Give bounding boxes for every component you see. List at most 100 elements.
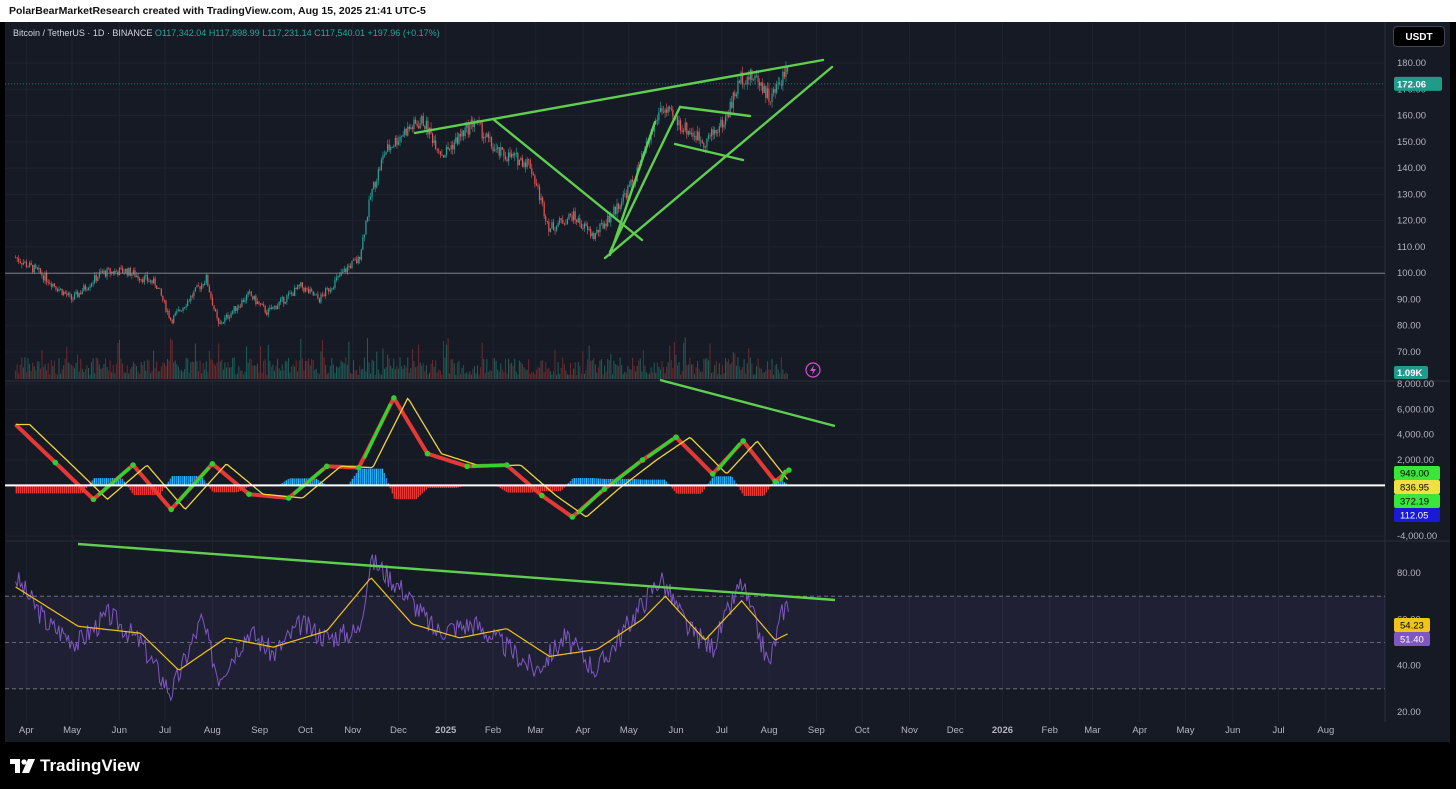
volume-bar	[700, 371, 702, 379]
price-candle	[81, 291, 83, 294]
price-candle	[511, 153, 513, 158]
currency-button[interactable]: USDT	[1393, 26, 1445, 47]
trendline[interactable]	[603, 65, 834, 260]
price-candle	[300, 282, 302, 286]
osc-histogram-bar	[449, 485, 452, 489]
price-candle	[486, 133, 488, 137]
price-candle	[445, 146, 448, 155]
trendline[interactable]	[673, 142, 745, 162]
volume-bar	[689, 357, 691, 379]
osc-histogram-bar	[581, 478, 584, 486]
osc-histogram-bar	[731, 477, 734, 486]
trendline[interactable]	[608, 120, 657, 257]
volume-bar	[508, 358, 510, 379]
price-candle	[706, 138, 708, 147]
osc-histogram-bar	[427, 485, 430, 489]
price-candle	[83, 285, 85, 292]
price-candle	[526, 159, 528, 168]
trendline[interactable]	[678, 105, 752, 118]
osc-histogram-bar	[639, 479, 642, 486]
lightning-icon[interactable]	[805, 362, 821, 378]
volume-bar	[583, 373, 585, 379]
volume-bar	[387, 354, 389, 379]
osc-histogram-bar	[593, 478, 596, 486]
chart-area[interactable]: 180.00170.00160.00150.00140.00130.00120.…	[5, 22, 1450, 742]
price-candle	[193, 291, 195, 297]
osc-cross-dot	[424, 450, 431, 457]
chart-svg[interactable]: 180.00170.00160.00150.00140.00130.00120.…	[5, 22, 1450, 742]
osc-histogram-bar	[641, 479, 644, 486]
price-candle	[72, 299, 74, 301]
osc-histogram-bar	[157, 485, 160, 496]
trendline[interactable]	[608, 105, 682, 254]
price-candle	[630, 179, 632, 186]
osc-histogram-bar	[99, 478, 102, 486]
rsi-trendline[interactable]	[77, 542, 836, 602]
price-candle	[359, 256, 361, 260]
volume-bar	[734, 353, 736, 379]
price-candle	[108, 268, 110, 270]
volume-bar	[52, 366, 54, 379]
trendline[interactable]	[413, 58, 825, 135]
volume-bar	[365, 371, 367, 379]
osc-trendline[interactable]	[659, 378, 836, 428]
tradingview-logo[interactable]: TradingView	[10, 756, 140, 776]
osc-histogram-bar	[655, 479, 658, 486]
price-candle	[467, 123, 469, 135]
symbol-info[interactable]: Bitcoin / TetherUS · 1D · BINANCE O117,3…	[13, 28, 440, 38]
volume-bar	[153, 350, 155, 379]
volume-bar	[737, 357, 739, 379]
price-candle	[608, 215, 610, 223]
volume-bar	[455, 374, 457, 379]
volume-bar	[320, 351, 322, 379]
price-candle	[528, 159, 530, 160]
osc-histogram-bar	[61, 485, 64, 494]
price-candle	[718, 126, 720, 133]
volume-bar	[573, 368, 575, 379]
volume-bar	[239, 370, 241, 379]
price-candle	[244, 300, 246, 302]
price-candle	[383, 154, 386, 156]
volume-bar	[759, 367, 761, 379]
osc-histogram-bar	[523, 485, 526, 493]
volume-bar	[408, 372, 410, 379]
volume-bar	[122, 363, 124, 379]
volume-bar	[283, 370, 285, 379]
price-candle	[723, 124, 725, 128]
price-candle	[752, 79, 755, 81]
price-candle	[118, 267, 121, 276]
price-candle	[86, 289, 88, 291]
price-candle	[610, 216, 612, 223]
price-candle	[462, 130, 465, 137]
osc-histogram-bar	[411, 485, 414, 500]
price-candle	[44, 272, 46, 281]
price-candle	[356, 259, 358, 264]
volume-bar	[694, 374, 696, 379]
osc-histogram-bar	[221, 485, 224, 493]
price-candle	[287, 293, 290, 296]
price-candle	[145, 275, 147, 277]
volume-bar	[328, 372, 330, 379]
price-candle	[625, 193, 627, 199]
volume-bar	[484, 372, 486, 379]
osc-histogram-bar	[457, 485, 460, 488]
osc-cross-dot	[246, 491, 252, 498]
osc-histogram-bar	[675, 485, 678, 494]
volume-bar	[774, 365, 776, 379]
volume-bar	[450, 359, 452, 379]
volume-bar	[723, 373, 725, 379]
osc-cross-dot	[209, 461, 216, 467]
price-candle	[349, 265, 352, 268]
volume-bar	[284, 361, 286, 379]
volume-bar	[142, 365, 144, 379]
osc-histogram-bar	[711, 477, 714, 486]
volume-bar	[597, 367, 599, 379]
price-candle	[741, 72, 744, 85]
volume-bar	[625, 373, 627, 379]
trendline[interactable]	[491, 117, 644, 242]
price-candle	[78, 292, 80, 297]
osc-histogram-bar	[149, 485, 152, 496]
osc-histogram-bar	[543, 485, 546, 492]
volume-bar	[98, 364, 100, 379]
price-candle	[509, 152, 511, 158]
